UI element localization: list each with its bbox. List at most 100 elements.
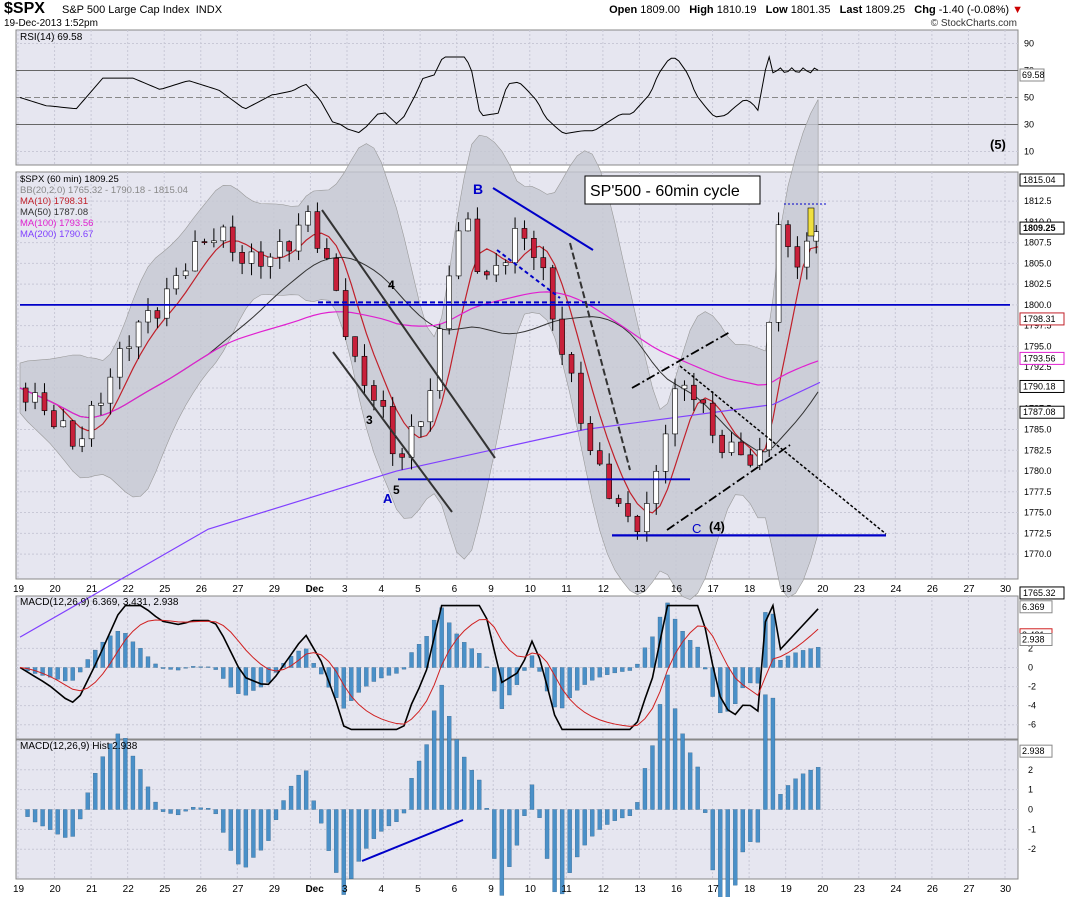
macd-hist-bar [650,636,655,668]
rsi-legend: RSI(14) 69.58 [20,32,83,43]
hist-bar [168,809,173,814]
candle-body [785,224,791,247]
macd-hist-bar [63,667,68,682]
current-candle [807,207,815,237]
wave-5-label: (5) [990,137,1006,152]
x-tick-label: 22 [123,584,135,595]
candle-body [747,454,754,466]
x-tick-label: 5 [415,584,421,595]
hist-bar [191,807,196,810]
price-badge-text: 1793.56 [1023,353,1056,363]
candle-body [32,392,38,403]
decline-line [569,242,631,471]
hist-bar [334,809,339,873]
x-tick-label: 9 [488,884,494,895]
hist-bar [740,809,745,853]
hist-bar [303,770,309,810]
candle-body [248,251,255,264]
macd-hist-bar [168,667,173,670]
chart-header: $SPX S&P 500 Large Cap Index INDX 19-Dec… [0,0,1075,30]
macd-hist-bar [288,656,294,668]
x-tick-label: 21 [86,584,98,595]
macd-hist-bar [514,667,520,685]
candle-body [756,449,763,466]
macd-hist-bar [251,667,256,691]
hist-bar [160,809,166,812]
x-tick-label: 16 [671,584,683,595]
candle-body [333,257,340,291]
macd-hist-bar [416,644,422,668]
macd-hist-bar [695,646,700,668]
x-tick-label: 3 [342,584,348,595]
hist-bar [507,809,512,867]
hist-bar [770,697,776,810]
macd-hist-bar [529,655,535,668]
macd-hist-bar [815,647,821,668]
candle-body [164,288,170,319]
hist-bar [63,809,68,838]
x-tick-label: 25 [159,584,171,595]
hist-bar [416,760,422,810]
y-tick-label: 1812.5 [1024,196,1052,206]
x-tick-label: 4 [379,584,385,595]
candle-body [512,228,518,264]
x-tick-label: 19 [13,884,25,895]
ma10-line [19,232,819,514]
candle-body [295,224,302,252]
title-box-text: SP'500 - 60min cycle [590,183,740,200]
x-tick-label: 9 [488,584,494,595]
hist-bar [748,809,753,842]
hist-bar [356,809,361,862]
candle-body [69,420,76,447]
hist-bar [183,809,188,812]
hist-bar [326,809,331,851]
macd-hist-bar [808,648,813,668]
price-badge-text: 1787.08 [1023,407,1056,417]
hist-bar [243,809,249,868]
candle-body [399,453,405,458]
macd-hist-bar [687,640,693,668]
candle-body [578,372,584,424]
hist-bar [47,809,53,830]
candle-body [606,463,612,499]
x-tick-label: 24 [890,584,902,595]
macd-hist-bar [725,667,730,712]
macd-hist-bar [386,667,392,676]
hist-bar [793,778,798,810]
candle-body [474,218,481,272]
candle-body [502,262,509,266]
macd-hist-bar [439,607,444,668]
macd-hist-bar [567,667,572,699]
macd-hist-bar [740,667,745,689]
price-badge-text: 1765.32 [1023,588,1056,598]
triangle-line [679,365,887,535]
flag-upper [631,331,731,389]
hist-bar [492,809,497,859]
macd-hist-bar [100,641,105,668]
macd-hist-bar [221,667,226,679]
x-tick-label: Dec [305,584,324,595]
hist-bar [93,772,98,810]
hist-bar [273,809,279,820]
x-tick-label: Dec [305,884,324,895]
hist-bar [559,809,565,895]
hist-bar [100,756,105,810]
macd-hist-bar [462,642,467,668]
y-tick-label: 1807.5 [1024,238,1052,248]
hist-tick: 1 [1028,785,1033,795]
macd-hist-bar [537,667,542,672]
hist-bar [755,809,761,843]
candle-body [229,226,236,253]
candle-body [324,248,330,259]
macd-hist-bar [672,618,678,668]
macd-hist-bar [379,667,384,679]
candle-body [173,275,180,290]
candle-body [775,224,782,323]
x-tick-label: 16 [671,884,683,895]
macd-hist-bar [183,667,188,669]
hist-bar [605,809,610,825]
hist-bar [296,774,301,810]
hist-bar [145,786,151,810]
wave-label: 5 [393,483,400,497]
